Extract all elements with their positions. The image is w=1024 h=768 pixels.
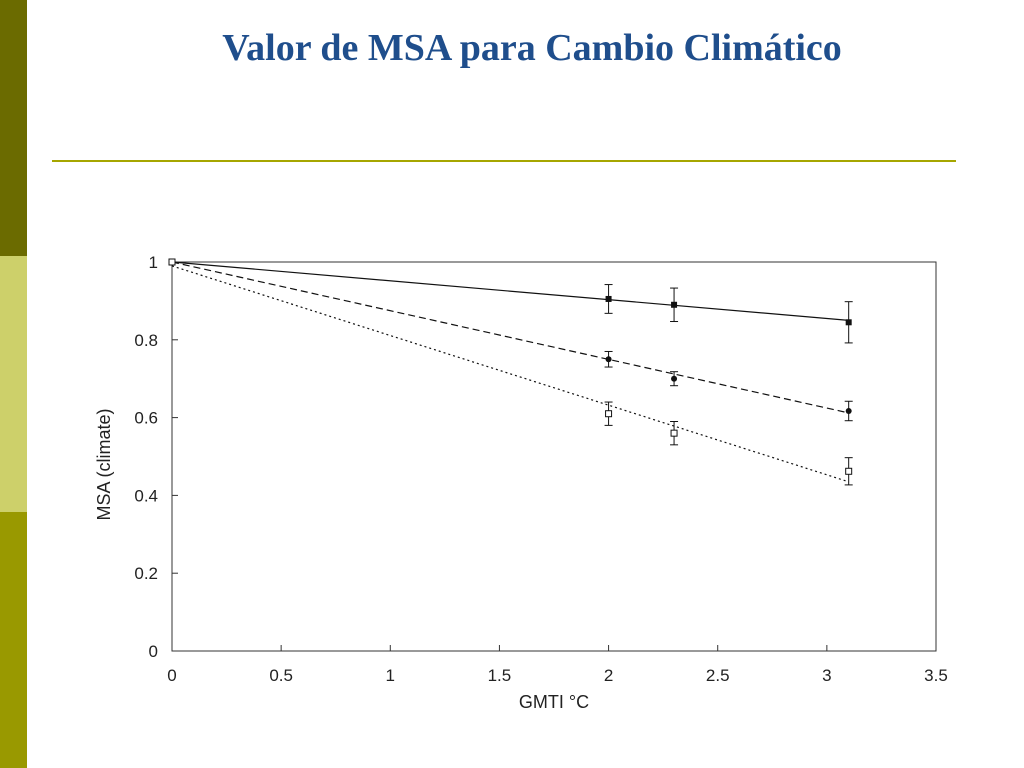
data-point (845, 407, 852, 414)
x-tick-label: 3.5 (924, 666, 948, 685)
y-tick-label: 0.2 (134, 564, 158, 583)
data-point (605, 295, 612, 302)
x-tick-label: 0.5 (269, 666, 293, 685)
data-point (845, 319, 852, 326)
y-tick-label: 1 (149, 253, 158, 272)
y-tick-label: 0.6 (134, 409, 158, 428)
x-axis: 0 0.5 1 1.5 2 2.5 3 3.5 (167, 645, 948, 685)
x-tick-label: 1.5 (488, 666, 512, 685)
series-layer (168, 258, 853, 486)
series-dotted (168, 258, 853, 486)
x-tick-label: 3 (822, 666, 831, 685)
x-tick-label: 1 (386, 666, 395, 685)
x-tick-label: 0 (167, 666, 176, 685)
slide-title: Valor de MSA para Cambio Climático (222, 27, 842, 69)
series-dashed (169, 259, 853, 422)
series-line (171, 261, 849, 321)
data-point (671, 301, 678, 308)
title-rule (52, 160, 956, 162)
data-point (168, 258, 176, 266)
series-line (171, 261, 849, 414)
y-tick-label: 0 (149, 642, 158, 661)
data-point (845, 467, 853, 475)
y-tick-label: 0.8 (134, 331, 158, 350)
data-point (605, 410, 613, 418)
side-bar-bottom (0, 512, 27, 768)
x-axis-label: GMTI °C (519, 692, 589, 712)
side-bar-top (0, 0, 27, 256)
y-axis: 0 0.2 0.4 0.6 0.8 1 (134, 253, 178, 661)
side-bar-middle (0, 256, 27, 512)
y-axis-label: MSA (climate) (94, 408, 114, 520)
data-point (605, 356, 612, 363)
series-solid (169, 259, 853, 344)
y-tick-label: 0.4 (134, 486, 158, 505)
plot-frame (171, 261, 937, 652)
data-point (671, 375, 678, 382)
data-point (670, 429, 678, 437)
x-tick-label: 2.5 (706, 666, 730, 685)
series-line (171, 265, 849, 483)
x-tick-label: 2 (604, 666, 613, 685)
